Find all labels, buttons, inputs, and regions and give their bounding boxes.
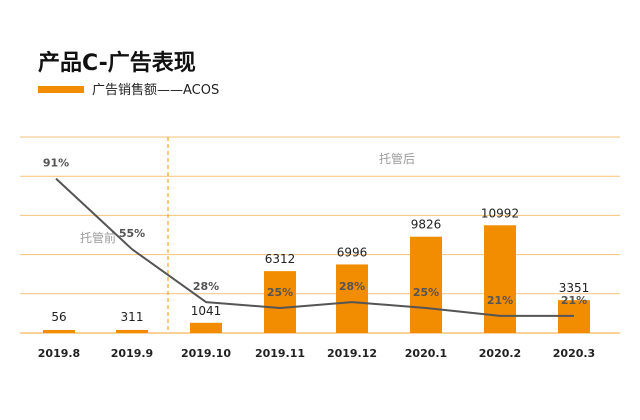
bar-value-label: 3351 (559, 281, 590, 295)
bar (484, 225, 516, 333)
legend-label: 广告销售额——ACOS (92, 82, 219, 98)
x-axis-ticks: 2019.8 2019.9 2019.10 2019.11 2019.12 2020.1 2… (38, 347, 595, 360)
bar (190, 322, 222, 333)
x-tick-label: 2019.10 (181, 347, 231, 360)
legend-swatch (38, 86, 84, 93)
bar (116, 329, 148, 333)
x-tick-label: 2020.2 (479, 347, 521, 360)
bar (264, 271, 296, 333)
x-tick-label: 2019.8 (38, 347, 80, 360)
x-tick-label: 2020.1 (405, 347, 447, 360)
bar-value-label: 6312 (265, 252, 296, 266)
acos-value-label: 55% (119, 227, 145, 240)
acos-series (55, 177, 574, 317)
acos-value-label: 28% (193, 280, 219, 293)
acos-value-label: 28% (339, 280, 365, 293)
acos-value-label: 25% (267, 286, 293, 299)
bar (43, 330, 75, 333)
acos-value-label: 21% (487, 294, 513, 307)
acos-value-label: 25% (413, 286, 439, 299)
x-tick-label: 2020.3 (553, 347, 595, 360)
acos-labels: 91% 55% 28% 25% 28% 25% 21% 21% (43, 157, 587, 307)
bar-value-labels: 56 311 1041 6312 6996 9826 10992 3351 (51, 206, 589, 324)
acos-line (55, 177, 574, 317)
x-tick-label: 2019.9 (111, 347, 153, 360)
annotation-before: 托管前 (80, 230, 116, 245)
annotation-after: 托管后 (379, 151, 415, 166)
x-tick-label: 2019.11 (255, 347, 305, 360)
bar-value-label: 1041 (191, 304, 222, 318)
gridlines (20, 136, 620, 334)
bar (410, 236, 442, 333)
chart-title: 产品C-广告表现 (38, 50, 196, 76)
bar-value-label: 311 (121, 310, 144, 324)
bar (336, 264, 368, 333)
acos-value-label: 21% (561, 294, 587, 307)
acos-value-label: 91% (43, 157, 69, 170)
bar-value-label: 6996 (337, 245, 368, 259)
bar-value-label: 56 (51, 310, 66, 324)
bar-value-label: 9826 (411, 218, 442, 232)
bar-value-label: 10992 (481, 206, 519, 220)
x-tick-label: 2019.12 (327, 347, 377, 360)
